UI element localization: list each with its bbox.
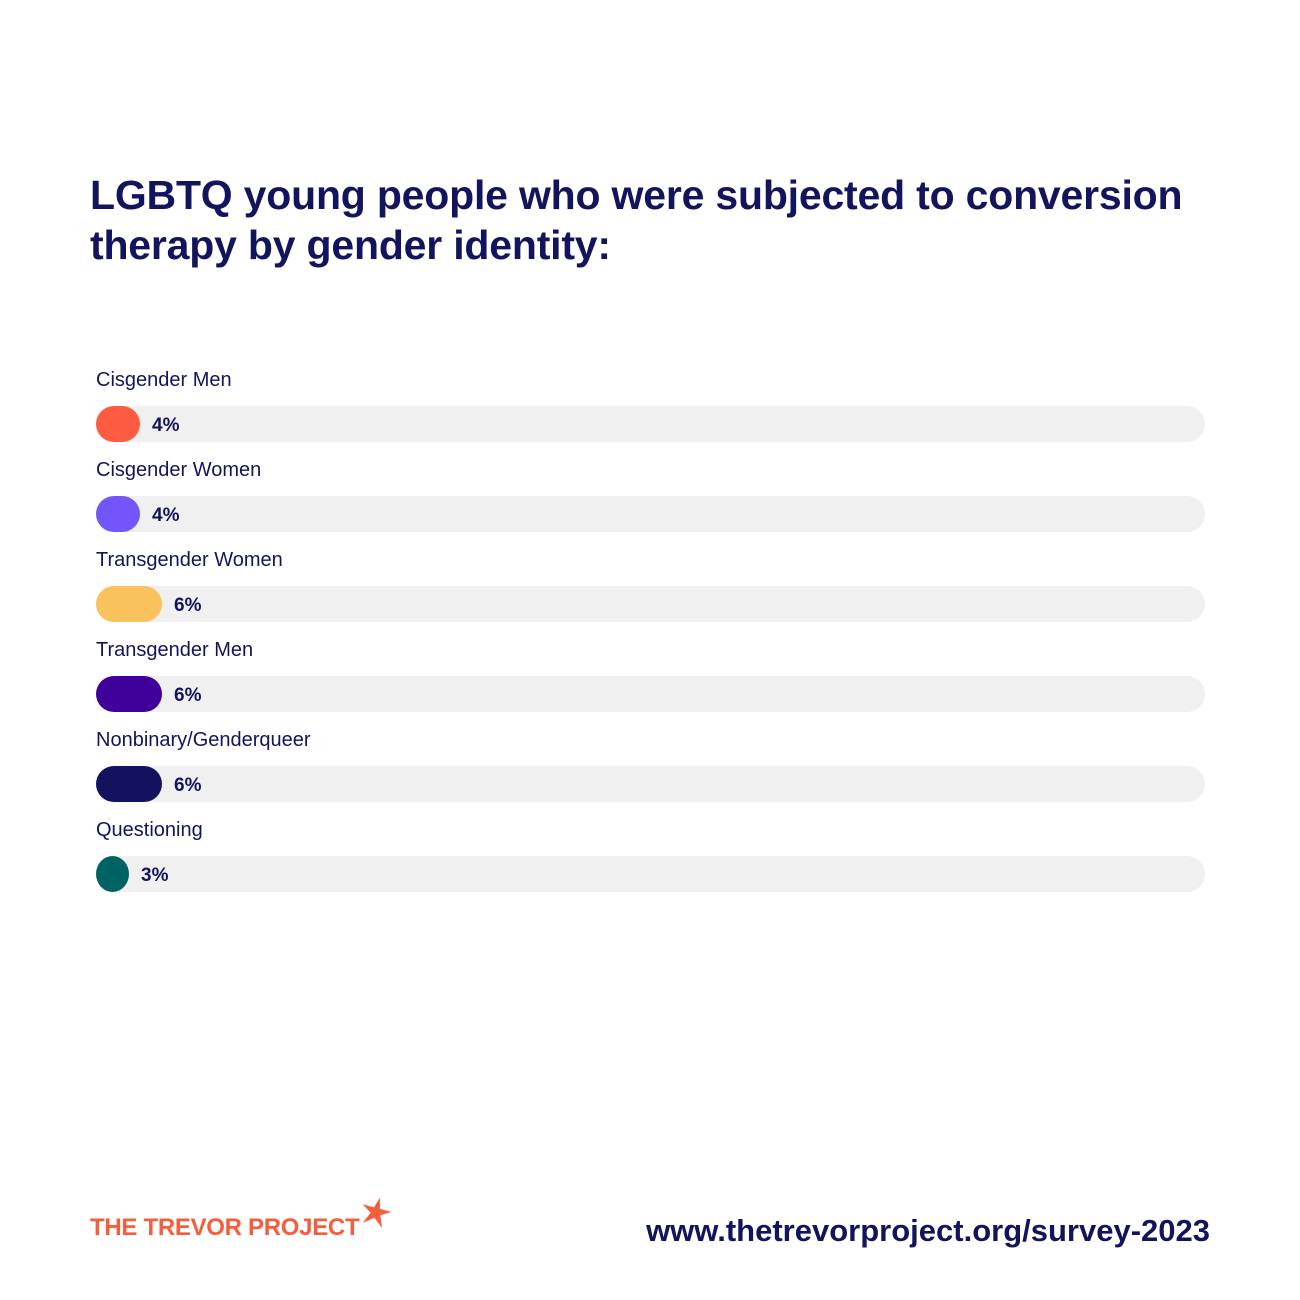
logo-wordmark: THE TREVOR PROJECT: [90, 1214, 360, 1241]
category-label: Transgender Women: [96, 549, 283, 571]
value-label: 6%: [174, 775, 202, 796]
category-label: Nonbinary/Genderqueer: [96, 729, 311, 751]
bar-track: [96, 676, 1205, 712]
category-label: Cisgender Women: [96, 459, 261, 481]
bar: [96, 586, 162, 622]
bar: [96, 766, 162, 802]
bar: [96, 676, 162, 712]
trevor-project-logo: THE TREVOR PROJECT: [90, 1196, 400, 1246]
bar-track: [96, 856, 1205, 892]
category-label: Transgender Men: [96, 639, 253, 661]
bar-track: [96, 496, 1205, 532]
bar-track: [96, 766, 1205, 802]
value-label: 6%: [174, 685, 202, 706]
value-label: 6%: [174, 595, 202, 616]
bar: [96, 856, 129, 892]
bar: [96, 406, 140, 442]
category-label: Questioning: [96, 819, 203, 841]
category-label: Cisgender Men: [96, 369, 232, 391]
star-icon: [362, 1197, 392, 1228]
chart-title: LGBTQ young people who were subjected to…: [90, 172, 1183, 268]
value-label: 3%: [141, 865, 169, 886]
bar: [96, 496, 140, 532]
survey-url: www.thetrevorproject.org/survey-2023: [646, 1213, 1210, 1248]
bar-track: [96, 406, 1205, 442]
value-label: 4%: [152, 415, 180, 436]
bar-track: [96, 586, 1205, 622]
value-label: 4%: [152, 505, 180, 526]
